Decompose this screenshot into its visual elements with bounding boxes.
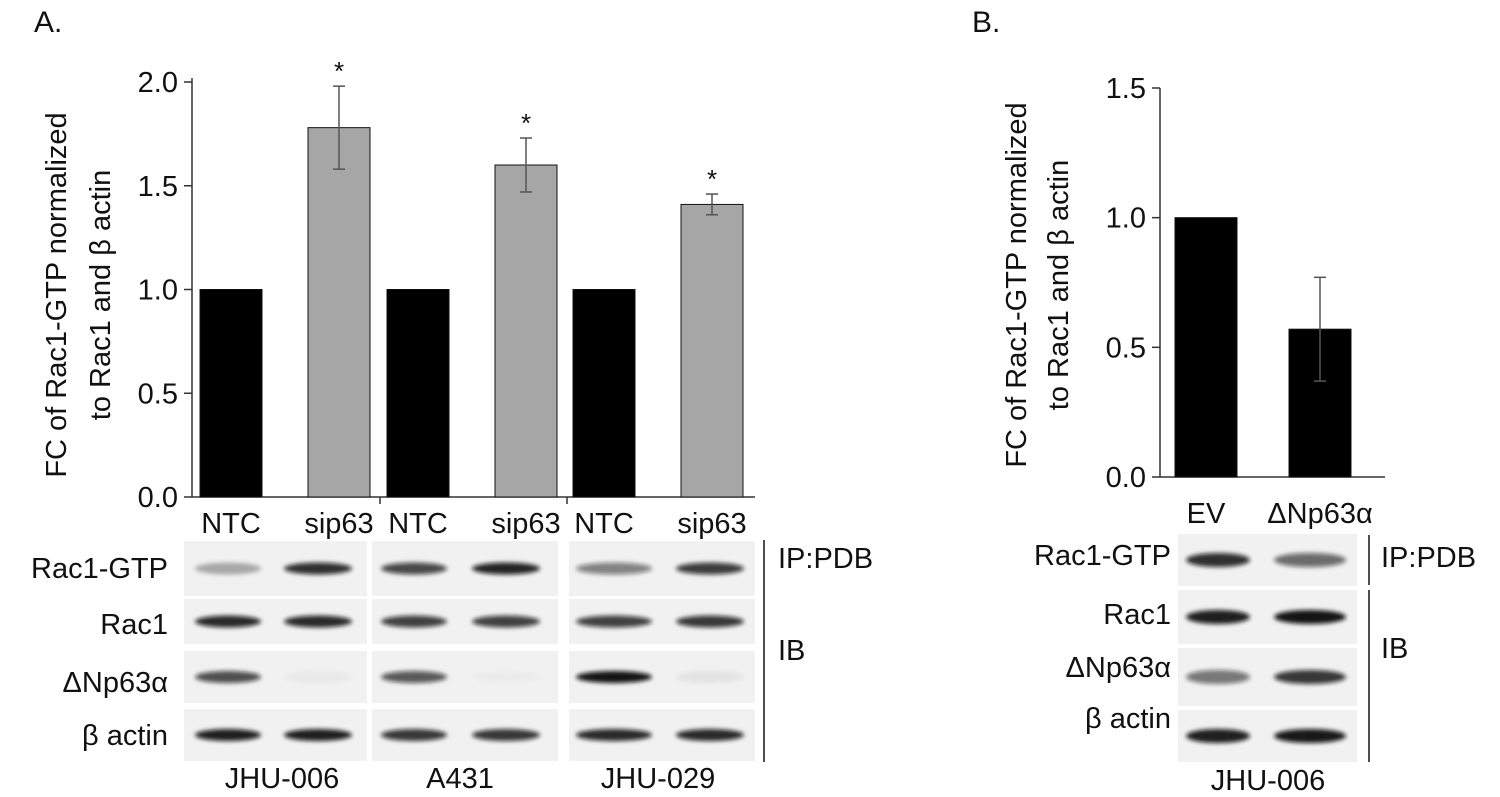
bar <box>572 289 636 498</box>
y-tick-label: 1.0 <box>1106 203 1146 235</box>
blot-band <box>676 615 744 628</box>
panel-a-row-label-dnp63a: ΔNp63α <box>63 667 168 699</box>
blot-band <box>284 562 352 575</box>
panel-a-row-label-rac1: Rac1 <box>100 609 168 641</box>
bar <box>680 203 744 498</box>
significance-marker: * <box>521 108 531 138</box>
panel-a-cell-line-jhu006: JHU-006 <box>225 763 339 795</box>
panel-a-bar-chart: 0.0 0.5 1.0 1.5 2.0 * * * NTC sip63 NTC sip63 NTC s… <box>138 56 755 540</box>
bar <box>386 289 450 498</box>
bar <box>1174 217 1238 478</box>
panel-a-cell-line-jhu029: JHU-029 <box>601 763 715 795</box>
blot-band <box>284 729 352 741</box>
blot-band <box>472 729 540 741</box>
y-tick-label: 2.0 <box>138 67 178 99</box>
x-category-label: NTC <box>388 508 448 540</box>
significance-marker: * <box>334 56 344 86</box>
panel-a-group-ib: IB <box>778 635 805 667</box>
panel-b-row-label-rac1-gtp: Rac1-GTP <box>1034 540 1171 572</box>
bar <box>199 289 263 498</box>
blot-band <box>1274 610 1346 624</box>
blot-band <box>1274 553 1346 567</box>
y-tick-label: 0.5 <box>138 378 178 410</box>
panel-a-western-blot <box>184 541 755 761</box>
panel-a-row-label-rac1-gtp: Rac1-GTP <box>31 553 168 585</box>
blot-band <box>381 671 447 683</box>
x-category-label: sip63 <box>677 508 746 540</box>
blot-band <box>472 562 540 575</box>
blot-band <box>381 729 447 741</box>
bar <box>307 127 371 498</box>
blot-band <box>381 615 447 628</box>
blot-band <box>1186 610 1250 624</box>
panel-b-group-ib: IB <box>1381 633 1408 665</box>
panel-a-letter: A. <box>34 6 62 39</box>
blot-band <box>1186 729 1250 743</box>
blot-band <box>676 562 744 575</box>
panel-a-ylabel-line-2: to Rac1 and β actin <box>85 170 117 420</box>
panel-b: B. FC of Rac1-GTP normalized to Rac1 and… <box>972 6 1476 797</box>
panel-b-row-label-dnp63a: ΔNp63α <box>1066 652 1171 684</box>
y-tick-label: 0.0 <box>138 482 178 514</box>
blot-band <box>381 562 447 575</box>
y-tick-label: 1.5 <box>138 171 178 203</box>
x-category-label: EV <box>1187 498 1226 530</box>
x-category-label: NTC <box>201 508 261 540</box>
blot-band <box>195 671 261 683</box>
panel-a-cell-line-a431: A431 <box>426 763 494 795</box>
x-category-label: ΔNp63α <box>1267 498 1372 530</box>
y-tick-label: 0.5 <box>1106 332 1146 364</box>
panel-a: A. FC of Rac1-GTP normalized to Rac1 and… <box>31 6 873 795</box>
x-category-label: sip63 <box>491 508 560 540</box>
panel-b-row-label-beta-actin: β actin <box>1085 703 1171 735</box>
panel-a-group-ip-pdb: IP:PDB <box>778 543 873 575</box>
blot-band <box>576 615 652 628</box>
y-tick-label: 1.5 <box>1106 73 1146 105</box>
panel-b-cell-line-jhu006: JHU-006 <box>1211 765 1325 797</box>
bar <box>494 164 558 498</box>
blot-band <box>1274 670 1346 684</box>
y-tick-label: 0.0 <box>1106 462 1146 494</box>
blot-band <box>284 671 352 683</box>
significance-marker: * <box>707 164 717 194</box>
blot-band <box>576 562 652 575</box>
panel-b-group-ip-pdb: IP:PDB <box>1381 542 1476 574</box>
x-category-label: sip63 <box>304 508 373 540</box>
blot-band <box>1274 729 1346 743</box>
panel-a-row-label-beta-actin: β actin <box>82 720 168 752</box>
blot-band <box>676 729 744 741</box>
blot-band <box>676 671 744 683</box>
blot-band <box>576 671 652 683</box>
panel-b-ylabel-line-2: to Rac1 and β actin <box>1043 160 1075 410</box>
blot-band <box>284 615 352 628</box>
blot-band <box>1186 553 1250 567</box>
blot-band <box>472 671 540 683</box>
panel-b-row-label-rac1: Rac1 <box>1103 599 1171 631</box>
y-tick-label: 1.0 <box>138 275 178 307</box>
blot-band <box>1186 670 1250 684</box>
panel-b-letter: B. <box>972 6 1000 39</box>
blot-band <box>576 729 652 741</box>
x-category-label: NTC <box>574 508 634 540</box>
blot-band <box>195 729 261 741</box>
panel-b-bar-chart: 0.0 0.5 1.0 1.5 EV ΔNp63α <box>1106 73 1385 530</box>
panel-b-ylabel-line-1: FC of Rac1-GTP normalized <box>1001 102 1033 467</box>
panel-b-western-blot <box>1178 534 1357 762</box>
blot-band <box>472 615 540 628</box>
panel-a-ylabel-line-1: FC of Rac1-GTP normalized <box>41 112 73 477</box>
blot-band <box>195 562 261 575</box>
blot-band <box>195 615 261 628</box>
